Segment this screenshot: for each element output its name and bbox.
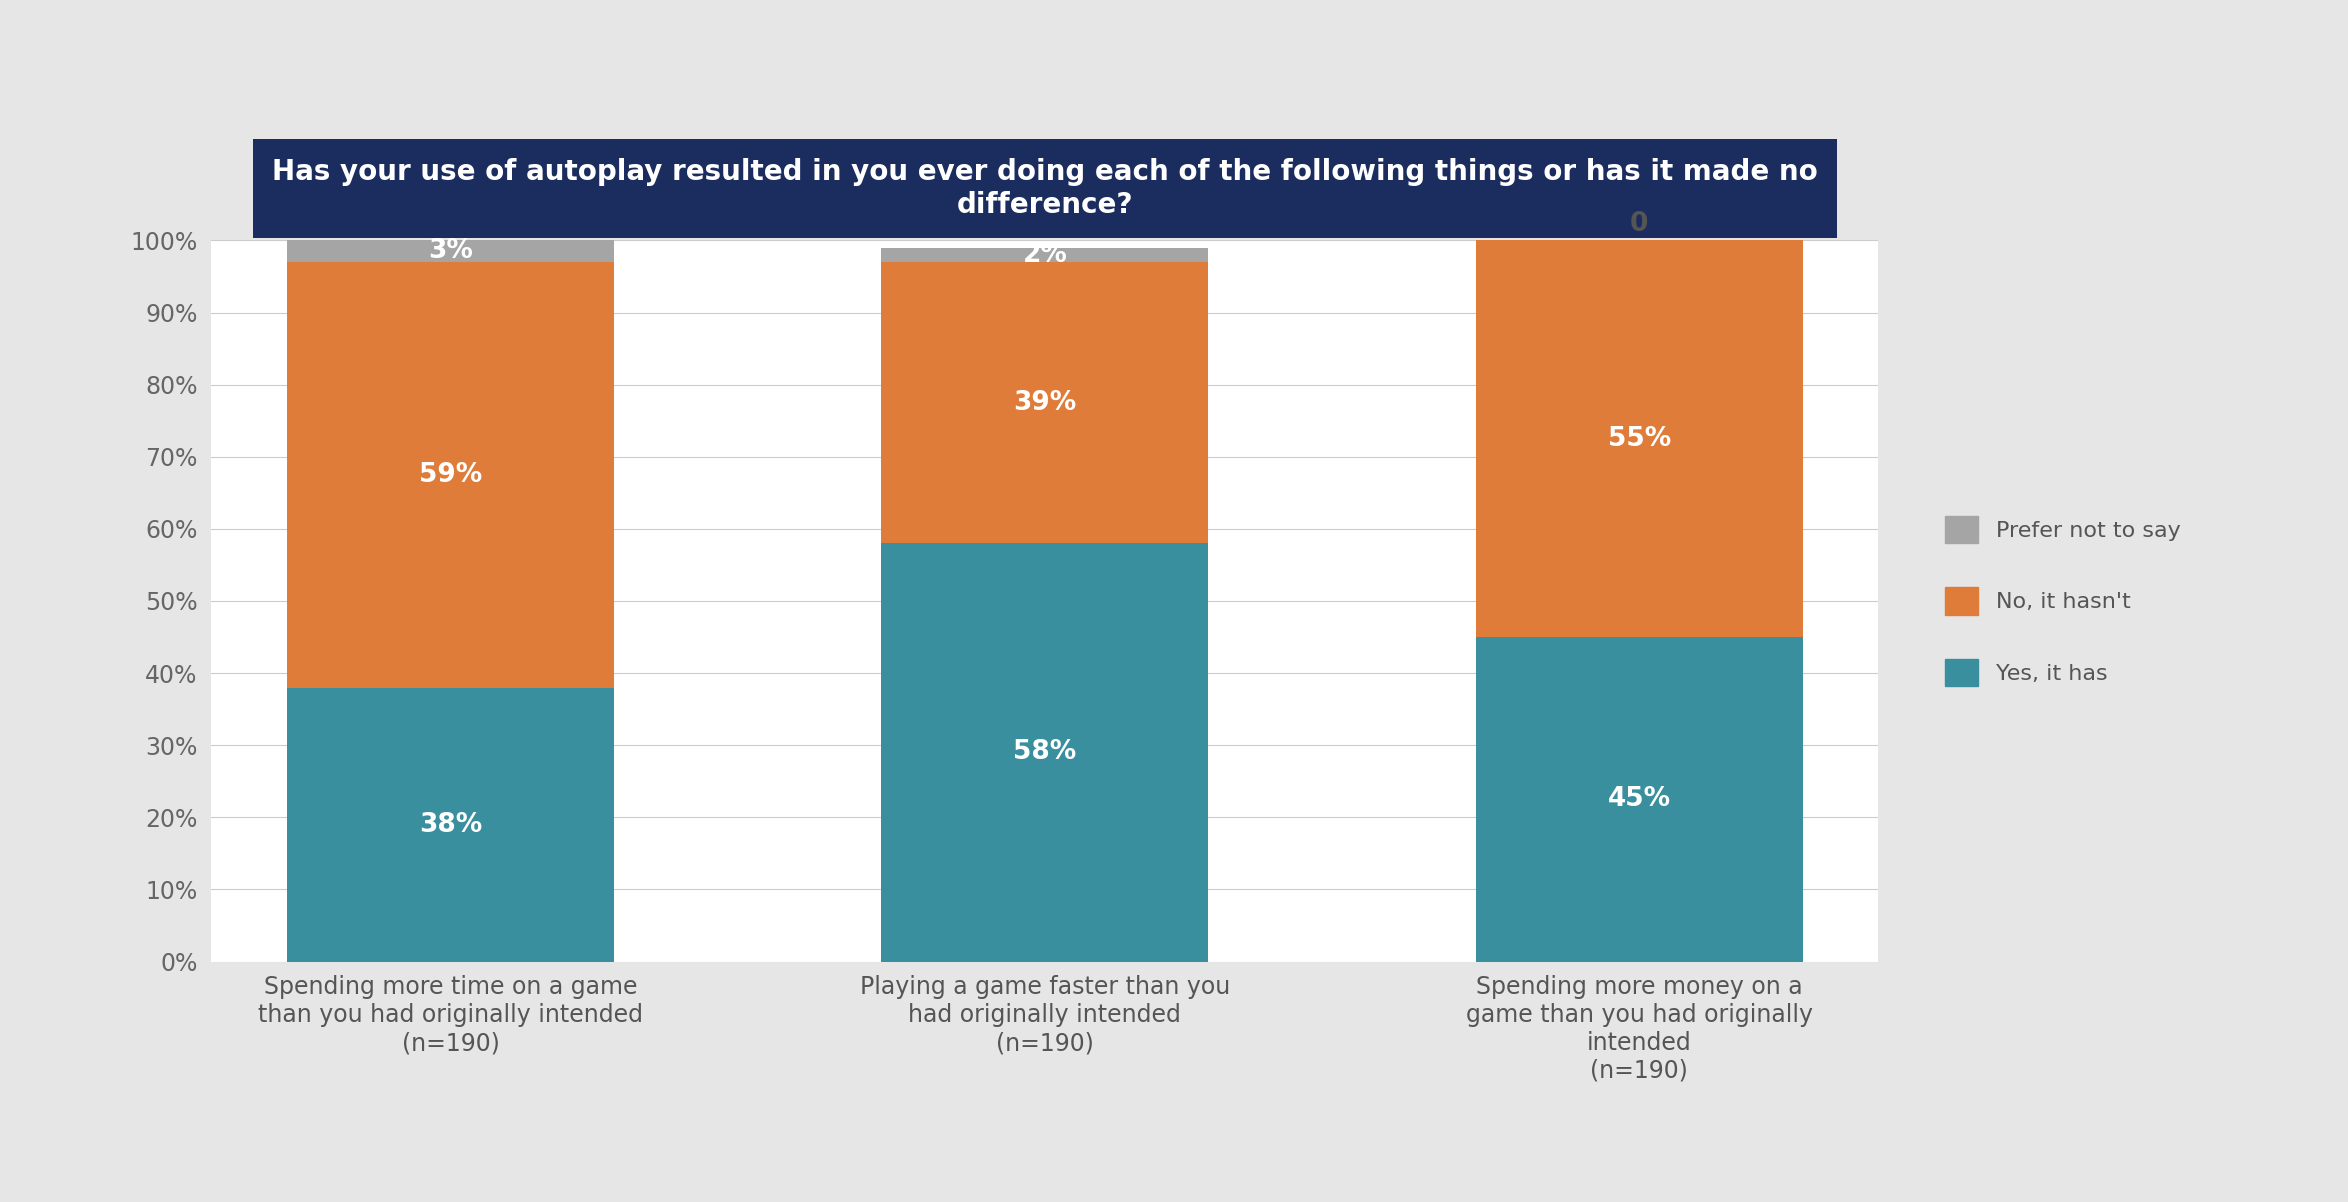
Bar: [286, 688, 613, 962]
Bar: [286, 240, 613, 262]
Text: 58%: 58%: [1014, 739, 1075, 766]
Bar: [286, 262, 613, 688]
Bar: [1477, 240, 1803, 637]
Legend: Prefer not to say, No, it hasn't, Yes, it has: Prefer not to say, No, it hasn't, Yes, i…: [1923, 494, 2202, 708]
Text: 0: 0: [1630, 210, 1648, 237]
Text: 2%: 2%: [1021, 242, 1068, 268]
Text: 3%: 3%: [427, 238, 472, 264]
Bar: [880, 262, 1209, 543]
Text: 59%: 59%: [418, 462, 481, 488]
Text: 45%: 45%: [1608, 786, 1672, 813]
Text: 38%: 38%: [418, 811, 481, 838]
Bar: [880, 248, 1209, 262]
Title: Has your use of autoplay resulted in you ever doing each of the following things: Has your use of autoplay resulted in you…: [272, 159, 1817, 219]
Bar: [880, 543, 1209, 962]
Text: 39%: 39%: [1014, 389, 1075, 416]
Bar: [1477, 637, 1803, 962]
Text: 55%: 55%: [1608, 426, 1672, 452]
